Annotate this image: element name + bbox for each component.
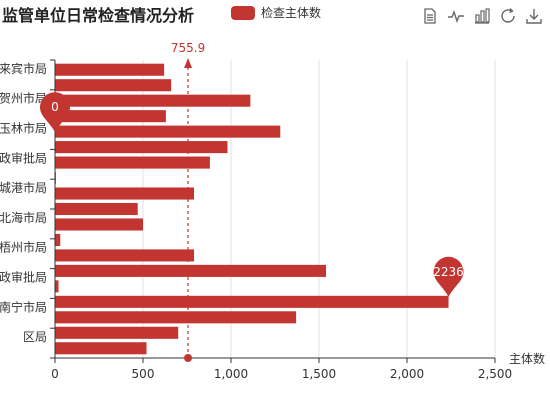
- chart-title: 监管单位日常检查情况分析: [2, 6, 195, 25]
- x-tick-label: 2,000: [390, 367, 424, 381]
- legend-label: 检查主体数: [261, 6, 322, 20]
- average-mark-start: [184, 354, 193, 362]
- bar-chart-icon[interactable]: [472, 6, 492, 26]
- download-icon[interactable]: [524, 6, 544, 26]
- y-tick-label: 来宾市局: [0, 61, 47, 76]
- y-tick-label: 贺州市局: [0, 91, 47, 106]
- y-tick-label: 北海市局: [0, 210, 47, 225]
- y-tick-label: 玉林市局: [0, 121, 47, 136]
- y-tick-label: 南宁市局: [0, 299, 47, 314]
- bar: [55, 342, 147, 355]
- average-mark-arrow: [184, 58, 193, 68]
- y-tick-label: 梧州市局: [0, 240, 47, 255]
- bar: [55, 110, 166, 123]
- x-tick-label: 500: [132, 367, 155, 381]
- max-mark-point-label: 2236: [433, 265, 464, 279]
- bar: [55, 264, 327, 277]
- bar: [55, 280, 59, 293]
- restore-icon[interactable]: [498, 6, 518, 26]
- min-mark-point: [40, 92, 70, 133]
- bar: [55, 233, 61, 246]
- bar: [55, 156, 210, 169]
- bar: [55, 125, 281, 138]
- bar: [55, 94, 251, 107]
- min-mark-point-label: 0: [51, 100, 59, 114]
- x-tick-label: 2,500: [478, 367, 512, 381]
- x-tick-label: 1,500: [302, 367, 336, 381]
- line-chart-icon[interactable]: [446, 6, 466, 26]
- bar: [55, 202, 138, 216]
- x-tick-label: 0: [51, 367, 59, 381]
- data-view-icon[interactable]: [420, 6, 440, 26]
- toolbox: [420, 6, 544, 26]
- y-tick-label: 政审批局: [0, 270, 47, 285]
- bar: [55, 311, 297, 324]
- bar: [55, 218, 143, 231]
- bar: [55, 79, 172, 92]
- x-tick-label: 1,000: [214, 367, 248, 381]
- y-tick-label: 政审批局: [0, 150, 47, 165]
- average-mark-label: 755.9: [171, 41, 205, 55]
- legend[interactable]: 检查主体数: [231, 4, 321, 21]
- bar: [55, 326, 179, 339]
- y-tick-label: 区局: [23, 330, 47, 344]
- bar: [55, 187, 195, 200]
- legend-swatch: [231, 5, 255, 20]
- bar: [55, 63, 165, 76]
- max-mark-point: [433, 256, 464, 297]
- bar: [55, 295, 449, 308]
- bar: [55, 141, 228, 154]
- x-axis-name: 主体数: [509, 351, 545, 366]
- bar: [55, 249, 195, 262]
- y-tick-label: 城港市局: [0, 180, 47, 195]
